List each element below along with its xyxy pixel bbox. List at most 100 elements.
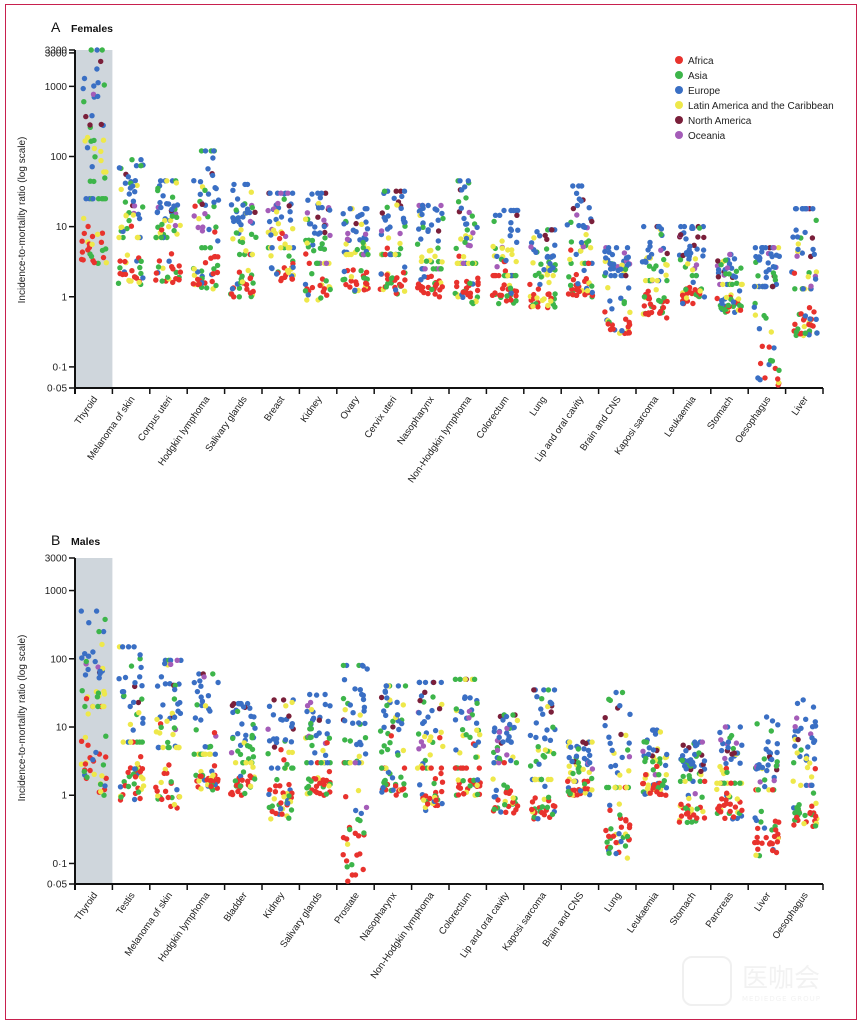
data-point <box>529 799 536 805</box>
data-point <box>249 204 255 211</box>
data-point <box>510 799 516 805</box>
data-point <box>309 742 315 749</box>
x-category-label: Colorectum <box>474 394 511 440</box>
data-point <box>490 243 496 250</box>
data-point <box>318 295 324 301</box>
data-point <box>794 234 801 240</box>
data-point <box>607 844 614 851</box>
data-point <box>98 239 105 245</box>
data-point <box>425 202 431 209</box>
data-point <box>236 251 243 258</box>
category-points-stomach <box>676 739 708 826</box>
category-points-nasopharynx <box>414 202 446 300</box>
data-point <box>806 270 812 276</box>
x-category-label: Nasopharynx <box>358 890 400 943</box>
data-point <box>317 282 323 289</box>
data-point <box>287 209 293 215</box>
data-point <box>202 211 208 217</box>
data-point <box>318 190 325 196</box>
data-point <box>456 253 462 259</box>
data-point <box>438 729 444 735</box>
data-point <box>127 721 134 728</box>
data-point <box>286 203 292 209</box>
data-point <box>550 803 557 809</box>
data-point <box>196 671 202 677</box>
data-point <box>773 763 780 769</box>
data-point <box>286 815 292 821</box>
data-point <box>504 725 510 731</box>
data-point <box>508 227 515 233</box>
data-point <box>89 113 95 119</box>
data-point <box>686 253 692 259</box>
data-point <box>701 234 707 241</box>
data-point <box>613 850 619 857</box>
data-point <box>176 744 182 751</box>
data-point <box>802 206 808 212</box>
data-point <box>622 843 629 849</box>
data-point <box>93 608 100 614</box>
data-point <box>474 782 480 788</box>
data-point <box>610 263 616 269</box>
data-point <box>772 264 778 270</box>
data-point <box>78 738 85 744</box>
data-point <box>398 205 404 212</box>
data-point <box>532 272 539 279</box>
data-point <box>618 731 624 738</box>
data-point <box>309 284 316 291</box>
data-point <box>776 367 782 373</box>
data-point <box>166 224 172 230</box>
data-point <box>508 207 514 214</box>
data-point <box>344 864 350 870</box>
data-point <box>128 663 135 669</box>
data-point <box>586 205 592 211</box>
data-point <box>131 644 137 650</box>
data-point <box>756 257 763 263</box>
data-point <box>732 274 739 280</box>
data-point <box>452 676 459 682</box>
data-point <box>164 234 170 241</box>
data-point <box>286 713 292 719</box>
category-points-brain-and-cns <box>565 739 596 798</box>
x-category-label: Thyroid <box>73 394 100 427</box>
data-point <box>229 286 236 292</box>
data-point <box>474 777 481 783</box>
data-point <box>344 841 351 847</box>
data-point <box>736 288 743 294</box>
data-point <box>90 196 96 202</box>
data-point <box>116 234 122 241</box>
data-point <box>79 688 85 694</box>
data-point <box>643 311 649 317</box>
data-point <box>120 739 126 745</box>
data-point <box>808 283 814 289</box>
data-point <box>454 279 460 286</box>
data-point <box>211 203 217 210</box>
data-point <box>124 225 130 232</box>
data-point <box>365 251 371 258</box>
data-point <box>545 703 551 710</box>
category-points-thyroid <box>78 47 110 266</box>
data-point <box>357 851 363 857</box>
data-point <box>534 694 540 700</box>
data-point <box>211 730 218 736</box>
data-point <box>313 776 319 782</box>
data-point <box>174 214 180 220</box>
data-point <box>647 790 653 796</box>
data-point <box>341 268 347 275</box>
data-point <box>432 776 439 782</box>
data-point <box>383 712 389 719</box>
data-point <box>279 275 285 282</box>
data-point <box>350 267 356 273</box>
data-point <box>416 710 422 716</box>
data-point <box>196 281 203 287</box>
data-point <box>393 188 399 194</box>
data-point <box>178 657 184 663</box>
data-point <box>127 765 134 771</box>
data-point <box>191 679 197 686</box>
data-point <box>103 754 109 760</box>
data-point <box>431 780 437 787</box>
data-point <box>586 238 592 244</box>
data-point <box>728 780 734 786</box>
data-point <box>304 297 310 303</box>
data-point <box>754 721 760 727</box>
data-point <box>467 695 473 701</box>
